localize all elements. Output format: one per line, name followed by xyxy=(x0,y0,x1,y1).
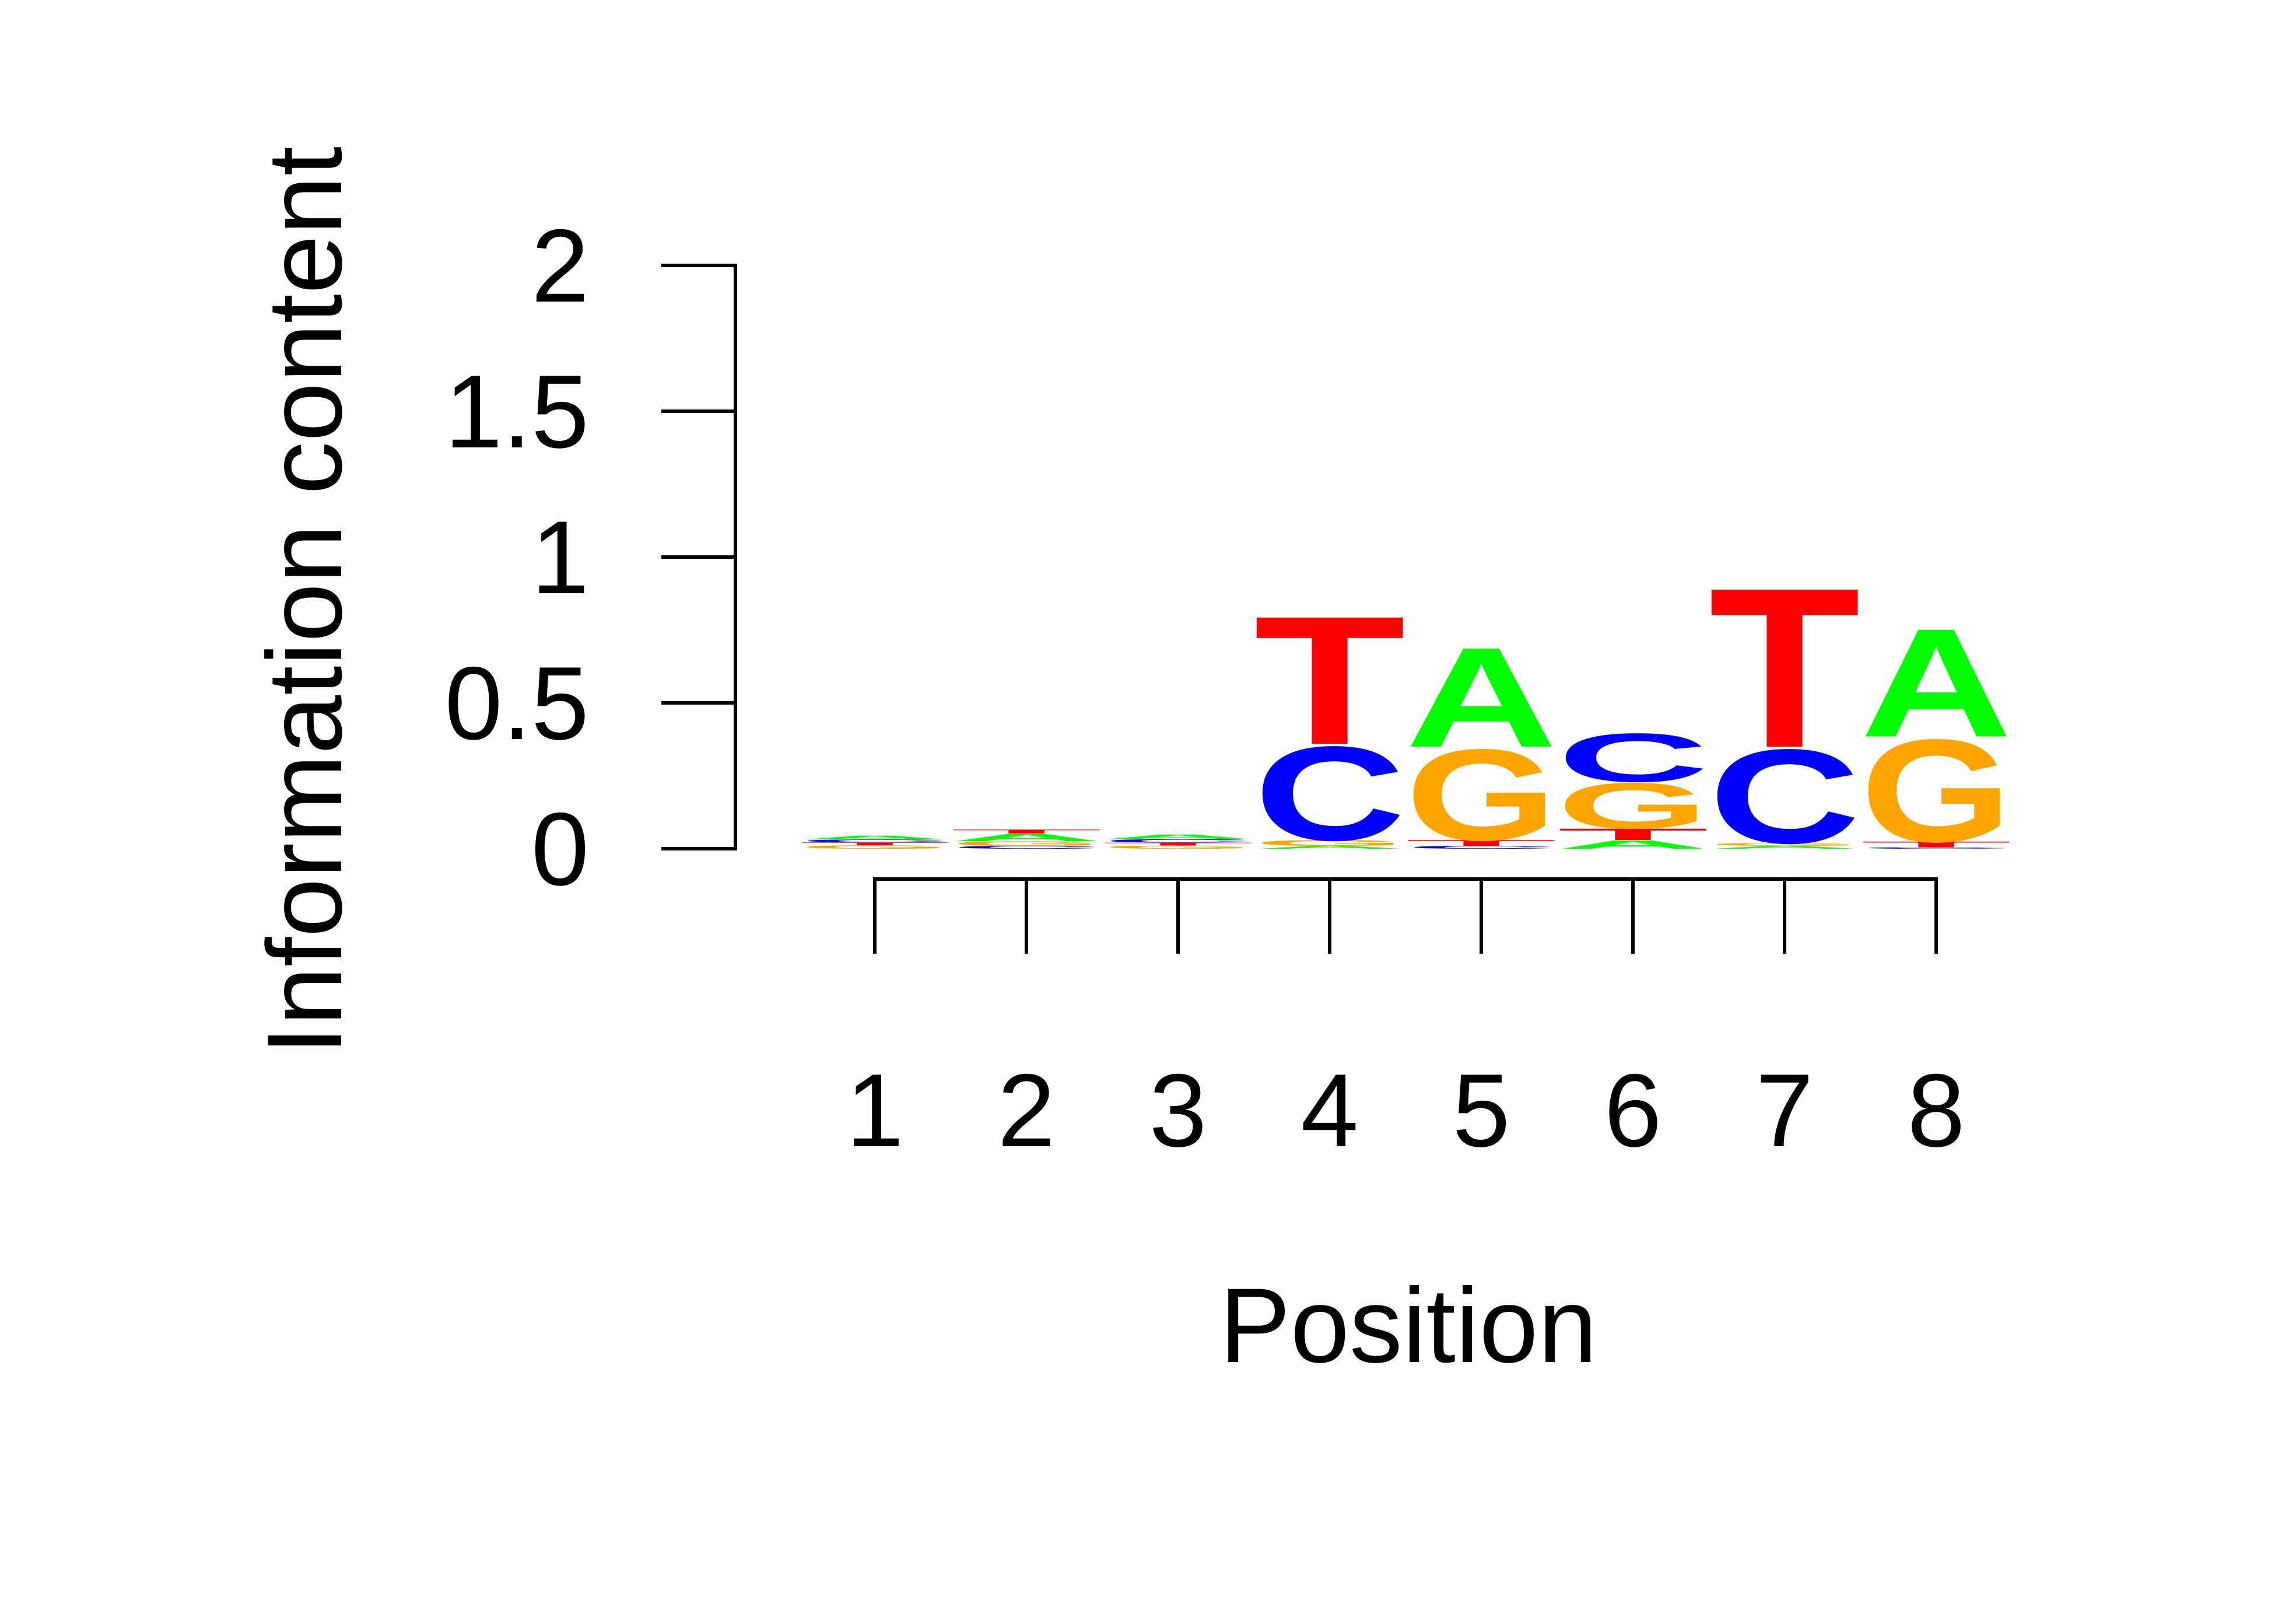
logo-letter-A: A xyxy=(1254,845,1405,850)
y-tick-label: 1.5 xyxy=(445,353,589,470)
logo-letter-A: A xyxy=(1557,838,1709,851)
y-tick-label: 2 xyxy=(531,208,589,324)
x-tick-label: 1 xyxy=(846,1052,904,1168)
logo-letter-C: C xyxy=(1709,722,1860,872)
logo-letter-T: T xyxy=(951,828,1102,835)
logo-letter-A: A xyxy=(1405,618,1557,777)
logo-letter-G: G xyxy=(1557,769,1709,842)
x-tick-label: 2 xyxy=(998,1052,1056,1168)
x-tick-label: 6 xyxy=(1604,1052,1662,1168)
logo-letter-T: T xyxy=(1709,540,1860,795)
logo-letter-C: C xyxy=(1254,719,1405,869)
x-tick-label: 8 xyxy=(1908,1052,1965,1168)
logo-letter-G: G xyxy=(799,844,951,849)
x-axis-title: Position xyxy=(1219,1266,1597,1385)
x-tick-label: 7 xyxy=(1756,1052,1814,1168)
logo-letter-G: G xyxy=(1405,723,1557,868)
logo-letter-T: T xyxy=(1557,825,1709,843)
logo-letter-C: C xyxy=(1557,719,1709,796)
logo-letter-C: C xyxy=(1405,845,1557,850)
y-tick-label: 0 xyxy=(531,791,589,907)
logo-letter-G: G xyxy=(951,840,1102,847)
logo-letter-G: G xyxy=(1860,709,2012,873)
logo-letter-C: C xyxy=(951,845,1102,850)
logo-letter-G: G xyxy=(1709,842,1860,847)
logo-letter-G: G xyxy=(1254,838,1405,848)
logo-letter-T: T xyxy=(1254,578,1405,783)
x-tick-label: 4 xyxy=(1301,1052,1359,1168)
logo-letter-T: T xyxy=(799,842,951,846)
logo-letter-A: A xyxy=(1860,597,2012,769)
logo-letter-A: A xyxy=(1102,833,1254,841)
logo-letter-A: A xyxy=(799,835,951,841)
logo-letter-A: A xyxy=(951,832,1102,843)
logo-letter-T: T xyxy=(1860,840,2012,849)
logo-letter-C: C xyxy=(799,839,951,843)
logo-letter-T: T xyxy=(1102,842,1254,846)
y-tick-label: 1 xyxy=(531,499,589,615)
x-tick-label: 3 xyxy=(1149,1052,1207,1168)
logo-letter-G: G xyxy=(1102,845,1254,850)
y-axis-title: Information content xyxy=(245,146,364,1055)
y-axis: 0 0.5 1 1.5 2 Information content xyxy=(245,146,737,1055)
logo-letter-A: A xyxy=(1709,845,1860,850)
y-axis-ticks: 0 0.5 1 1.5 2 xyxy=(445,208,737,907)
logo-letter-T: T xyxy=(1405,838,1557,848)
logo-letter-C: C xyxy=(1102,838,1254,843)
y-tick-label: 0.5 xyxy=(445,645,589,761)
x-tick-label: 5 xyxy=(1453,1052,1510,1168)
logo-letter-C: C xyxy=(1860,847,2012,849)
